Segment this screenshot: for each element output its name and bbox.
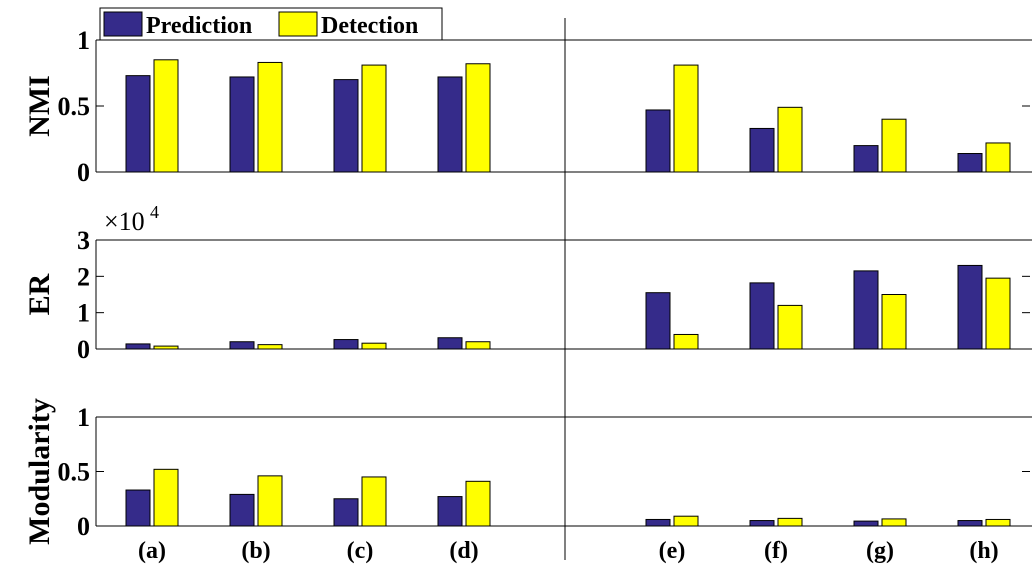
panel-0-ytick-label: 0 xyxy=(77,158,90,187)
bar-detection xyxy=(153,345,179,350)
panel-2-ylabel: Modularity xyxy=(23,398,56,545)
category-label: (g) xyxy=(866,538,894,564)
legend-swatch xyxy=(278,11,318,37)
bar-prediction xyxy=(957,520,983,527)
bar-prediction xyxy=(437,337,463,350)
bar-prediction xyxy=(229,493,255,527)
bar-prediction xyxy=(853,145,879,173)
bar-detection xyxy=(881,518,907,527)
bar-prediction xyxy=(853,520,879,527)
bar-prediction xyxy=(749,282,775,350)
legend-box xyxy=(99,7,443,41)
panel-0-ylabel: NMI xyxy=(23,75,56,137)
bar-prediction xyxy=(229,76,255,173)
bar-prediction xyxy=(957,153,983,173)
bar-prediction xyxy=(853,270,879,350)
bar-detection xyxy=(153,59,179,173)
category-label: (b) xyxy=(241,538,270,564)
panel-2-ytick-label: 1 xyxy=(77,403,90,432)
bar-prediction xyxy=(333,339,359,350)
legend-label: Detection xyxy=(321,13,418,39)
bar-detection xyxy=(673,515,699,527)
bar-detection xyxy=(257,475,283,527)
panel-0-ytick-label: 0.5 xyxy=(58,92,91,121)
legend-swatch xyxy=(103,11,143,37)
bar-prediction xyxy=(749,127,775,173)
bar-prediction xyxy=(229,341,255,350)
panel-2-ytick-label: 0 xyxy=(77,512,90,541)
category-label: (c) xyxy=(347,538,374,564)
bar-detection xyxy=(257,344,283,350)
bar-prediction xyxy=(437,76,463,173)
bar-detection xyxy=(361,476,387,527)
bar-prediction xyxy=(333,79,359,173)
bar-detection xyxy=(881,294,907,350)
category-label: (e) xyxy=(659,538,686,564)
bar-detection xyxy=(257,61,283,173)
panel-1-exponent-power: 4 xyxy=(150,202,159,222)
bar-prediction xyxy=(125,75,151,173)
category-label: (h) xyxy=(969,538,998,564)
bar-prediction xyxy=(333,498,359,527)
bar-detection xyxy=(777,106,803,173)
bar-detection xyxy=(465,480,491,527)
bar-detection xyxy=(361,342,387,350)
panel-1-ylabel: ER xyxy=(23,273,56,315)
bar-detection xyxy=(881,118,907,173)
bar-detection xyxy=(777,304,803,350)
panel-1-ytick-label: 0 xyxy=(77,335,90,364)
bar-prediction xyxy=(437,496,463,527)
panel-1-exponent-label: ×10 xyxy=(104,207,145,236)
bar-detection xyxy=(985,518,1011,527)
panel-1-ytick-label: 3 xyxy=(77,226,90,255)
bar-detection xyxy=(673,333,699,350)
bar-detection xyxy=(465,63,491,173)
panel-0-ytick-label: 1 xyxy=(77,26,90,55)
panel-1-ytick-label: 2 xyxy=(77,262,90,291)
bar-prediction xyxy=(125,343,151,350)
bar-detection xyxy=(153,468,179,527)
bar-detection xyxy=(777,517,803,527)
bar-prediction xyxy=(645,292,671,350)
bar-prediction xyxy=(749,520,775,527)
bar-detection xyxy=(465,341,491,350)
bar-detection xyxy=(985,277,1011,350)
category-label: (a) xyxy=(138,538,166,564)
bar-prediction xyxy=(645,109,671,173)
category-label: (d) xyxy=(449,538,478,564)
bar-prediction xyxy=(125,489,151,527)
legend-label: Prediction xyxy=(146,13,252,39)
bar-detection xyxy=(985,142,1011,173)
bar-prediction xyxy=(957,264,983,350)
bar-prediction xyxy=(645,518,671,527)
category-label: (f) xyxy=(764,538,788,564)
bar-detection xyxy=(673,64,699,173)
panel-1-ytick-label: 1 xyxy=(77,299,90,328)
bar-detection xyxy=(361,64,387,173)
panel-2-ytick-label: 0.5 xyxy=(58,458,91,487)
